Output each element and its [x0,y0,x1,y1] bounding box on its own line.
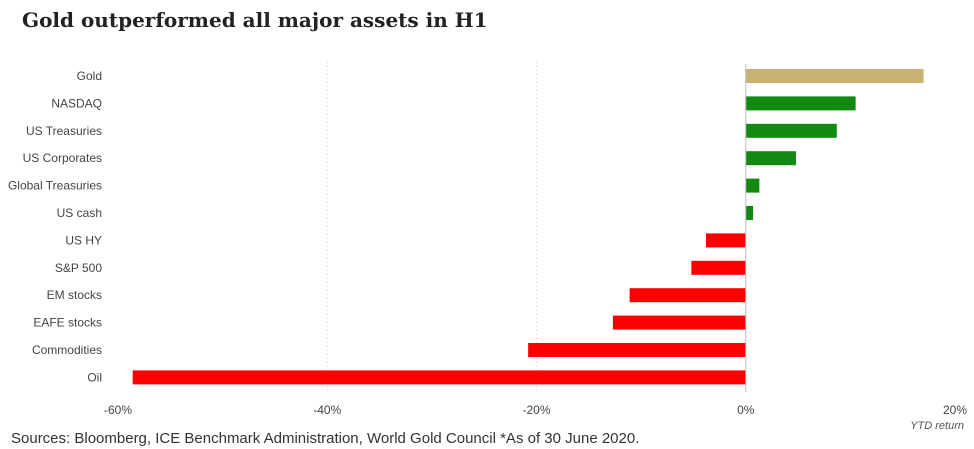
bar-em-stocks [629,288,746,303]
x-tick-label: 20% [943,403,967,417]
bar-us-cash [745,206,754,220]
category-label: Commodities [32,343,102,357]
category-label: US HY [65,233,102,247]
x-tick-label: -60% [104,403,132,417]
category-label: Oil [87,370,102,384]
x-tick-label: -40% [313,403,341,417]
category-label: NASDAQ [51,96,102,110]
bar-s-p-500 [691,260,746,275]
category-label: Gold [77,69,102,83]
bar-eafe-stocks [612,315,746,330]
bar-us-hy [705,233,746,248]
chart-title: Gold outperformed all major assets in H1 [22,8,488,32]
bar-oil [132,370,746,385]
category-label: EM stocks [47,288,102,302]
x-tick-label: -20% [522,403,550,417]
category-label: US Corporates [23,151,102,165]
category-label: US Treasuries [26,124,102,138]
bar-nasdaq [745,96,856,111]
bar-commodities [528,343,746,357]
category-label: S&P 500 [55,261,102,275]
x-tick-label: 0% [737,403,755,417]
category-label: EAFE stocks [33,316,102,330]
bar-gold [745,69,924,83]
bar-global-treasuries [745,178,760,193]
bar-us-treasuries [745,123,837,138]
source-note: Sources: Bloomberg, ICE Benchmark Admini… [11,430,640,447]
category-label: Global Treasuries [8,179,102,193]
category-label: US cash [57,206,102,220]
bar-us-corporates [745,151,796,166]
x-axis-label: YTD return [910,420,964,432]
